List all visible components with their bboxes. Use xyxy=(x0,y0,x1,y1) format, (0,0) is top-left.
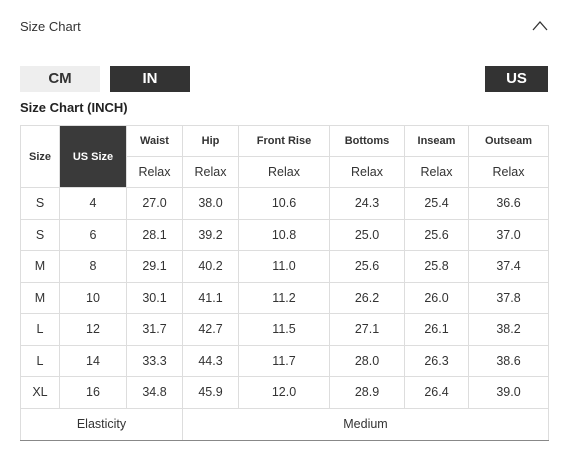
cell: 44.3 xyxy=(182,344,239,377)
size-table: Size US Size Waist Hip Front Rise Bottoms Inse… xyxy=(20,125,549,441)
cell: 26.1 xyxy=(404,313,469,346)
cell: 28.0 xyxy=(329,344,405,377)
cell: 37.8 xyxy=(468,281,549,314)
cell: 26.3 xyxy=(404,344,469,377)
cell: 11.0 xyxy=(238,250,330,283)
cell: 25.6 xyxy=(404,218,469,251)
cell: 36.6 xyxy=(468,187,549,220)
cell: S xyxy=(20,187,60,220)
fit-row: Relax Relax Relax Relax Relax Relax xyxy=(21,156,549,188)
column-header: Inseam xyxy=(404,125,469,157)
cell: 27.1 xyxy=(329,313,405,346)
cell: 4 xyxy=(59,187,127,220)
column-header: Front Rise xyxy=(238,125,330,157)
size-row: S 6 28.1 39.2 10.8 25.0 25.6 37.0 xyxy=(20,218,549,251)
column-header: US Size xyxy=(59,125,127,188)
cell: M xyxy=(20,250,60,283)
size-row: S 4 27.0 38.0 10.6 24.3 25.4 36.6 xyxy=(20,187,549,220)
cell: 26.4 xyxy=(404,376,469,409)
header-row: Size US Size Waist Hip Front Rise Bottoms Inse… xyxy=(20,125,549,188)
cell: 42.7 xyxy=(182,313,239,346)
fit-cell: Relax xyxy=(329,156,405,188)
cell: 34.8 xyxy=(126,376,183,409)
unit-tab[interactable]: CM xyxy=(20,66,100,92)
footer-label: Elasticity xyxy=(20,407,183,441)
cell: 10.8 xyxy=(238,218,330,251)
cell: 30.1 xyxy=(126,281,183,314)
fit-cell: Relax xyxy=(468,156,549,188)
cell: 26.0 xyxy=(404,281,469,314)
column-header: Hip xyxy=(182,125,239,157)
cell: 37.4 xyxy=(468,250,549,283)
size-row: XL 16 34.8 45.9 12.0 28.9 26.4 39.0 xyxy=(20,376,549,409)
cell: 11.2 xyxy=(238,281,330,314)
fit-cell: Relax xyxy=(182,156,239,188)
cell: XL xyxy=(20,376,60,409)
fit-cell: Relax xyxy=(404,156,469,188)
footer-value: Medium xyxy=(182,407,549,441)
cell: 12 xyxy=(59,313,127,346)
cell: 14 xyxy=(59,344,127,377)
table-title: Size Chart (INCH) xyxy=(20,100,128,115)
cell: 25.8 xyxy=(404,250,469,283)
cell: 11.5 xyxy=(238,313,330,346)
column-header: Bottoms xyxy=(329,125,405,157)
cell: 39.0 xyxy=(468,376,549,409)
cell: 10.6 xyxy=(238,187,330,220)
cell: 37.0 xyxy=(468,218,549,251)
cell: 26.2 xyxy=(329,281,405,314)
section-title: Size Chart xyxy=(20,19,81,34)
cell: 45.9 xyxy=(182,376,239,409)
column-header: Size xyxy=(20,125,60,188)
cell: 28.1 xyxy=(126,218,183,251)
collapse-icon[interactable] xyxy=(531,19,549,33)
unit-tab[interactable]: IN xyxy=(110,66,190,92)
footer-row: Elasticity Medium xyxy=(20,407,549,441)
size-row: L 14 33.3 44.3 11.7 28.0 26.3 38.6 xyxy=(20,344,549,377)
cell: L xyxy=(20,313,60,346)
cell: 41.1 xyxy=(182,281,239,314)
cell: 38.6 xyxy=(468,344,549,377)
cell: 6 xyxy=(59,218,127,251)
cell: 29.1 xyxy=(126,250,183,283)
cell: S xyxy=(20,218,60,251)
size-row: M 10 30.1 41.1 11.2 26.2 26.0 37.8 xyxy=(20,281,549,314)
cell: 38.0 xyxy=(182,187,239,220)
fit-cell: Relax xyxy=(126,156,183,188)
cell: L xyxy=(20,344,60,377)
cell: 25.6 xyxy=(329,250,405,283)
cell: 38.2 xyxy=(468,313,549,346)
cell: 33.3 xyxy=(126,344,183,377)
cell: 27.0 xyxy=(126,187,183,220)
cell: 16 xyxy=(59,376,127,409)
cell: 24.3 xyxy=(329,187,405,220)
cell: 31.7 xyxy=(126,313,183,346)
size-row: M 8 29.1 40.2 11.0 25.6 25.8 37.4 xyxy=(20,250,549,283)
cell: 28.9 xyxy=(329,376,405,409)
cell: 10 xyxy=(59,281,127,314)
cell: 11.7 xyxy=(238,344,330,377)
cell: 12.0 xyxy=(238,376,330,409)
cell: 8 xyxy=(59,250,127,283)
column-header: Waist xyxy=(126,125,183,157)
cell: M xyxy=(20,281,60,314)
cell: 25.4 xyxy=(404,187,469,220)
fit-cell: Relax xyxy=(238,156,330,188)
cell: 40.2 xyxy=(182,250,239,283)
column-header: Outseam xyxy=(468,125,549,157)
region-tab[interactable]: US xyxy=(485,66,548,92)
size-row: L 12 31.7 42.7 11.5 27.1 26.1 38.2 xyxy=(20,313,549,346)
cell: 25.0 xyxy=(329,218,405,251)
cell: 39.2 xyxy=(182,218,239,251)
